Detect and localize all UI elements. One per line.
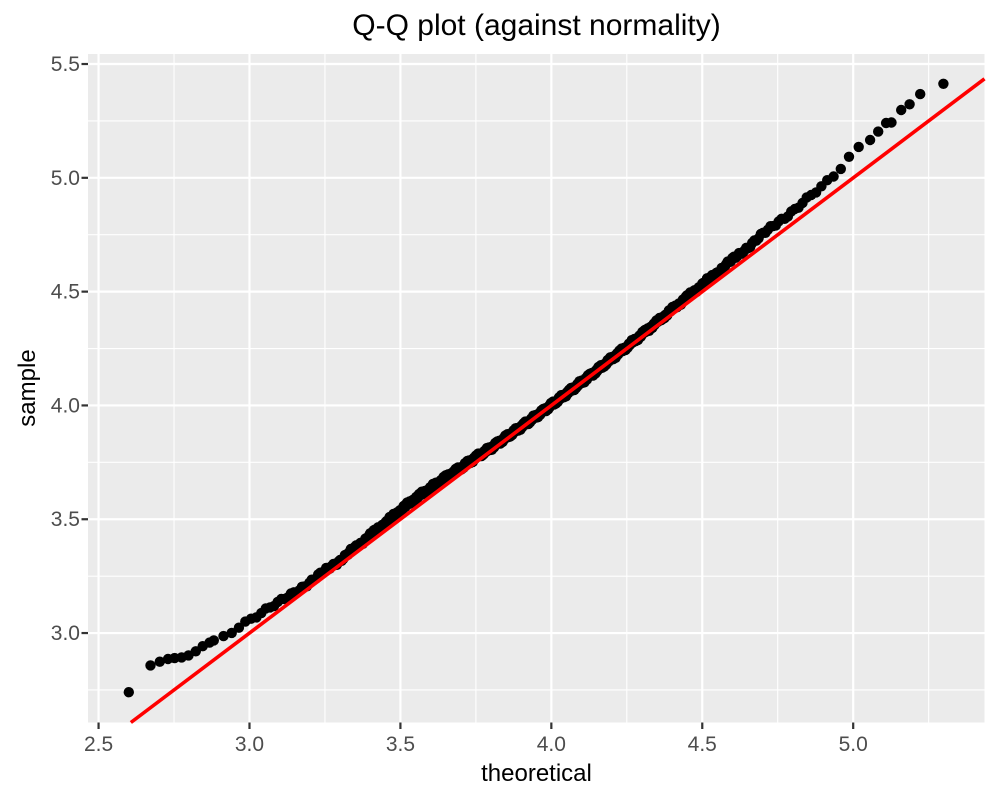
y-tick-label: 3.0 [51,622,80,645]
x-tick-label: 3.5 [386,733,415,756]
x-tick-label: 2.5 [84,733,113,756]
y-tick-label: 5.5 [51,53,80,76]
x-tick-label: 5.0 [839,733,868,756]
reference-line [129,77,986,724]
y-tick-label: 4.5 [51,281,80,304]
plot-panel [88,54,985,723]
x-tick-label: 4.5 [688,733,717,756]
y-tick-label: 4.0 [51,394,80,417]
y-tick-label: 5.0 [51,167,80,190]
chart-title: Q-Q plot (against normality) [352,9,721,42]
major-gridlines [88,54,985,723]
y-axis-title: sample [14,349,41,427]
y-tick-label: 3.5 [51,508,80,531]
minor-gridlines [88,54,985,723]
axis-ticks [81,62,855,729]
x-axis-title: theoretical [481,760,592,787]
axis-tick-labels: 2.5 3.0 3.5 4.0 4.5 5.0 3.0 3.5 4.0 4.5 5.0 5.5 [51,53,868,756]
x-tick-label: 3.0 [235,733,264,756]
x-tick-label: 4.0 [537,733,566,756]
